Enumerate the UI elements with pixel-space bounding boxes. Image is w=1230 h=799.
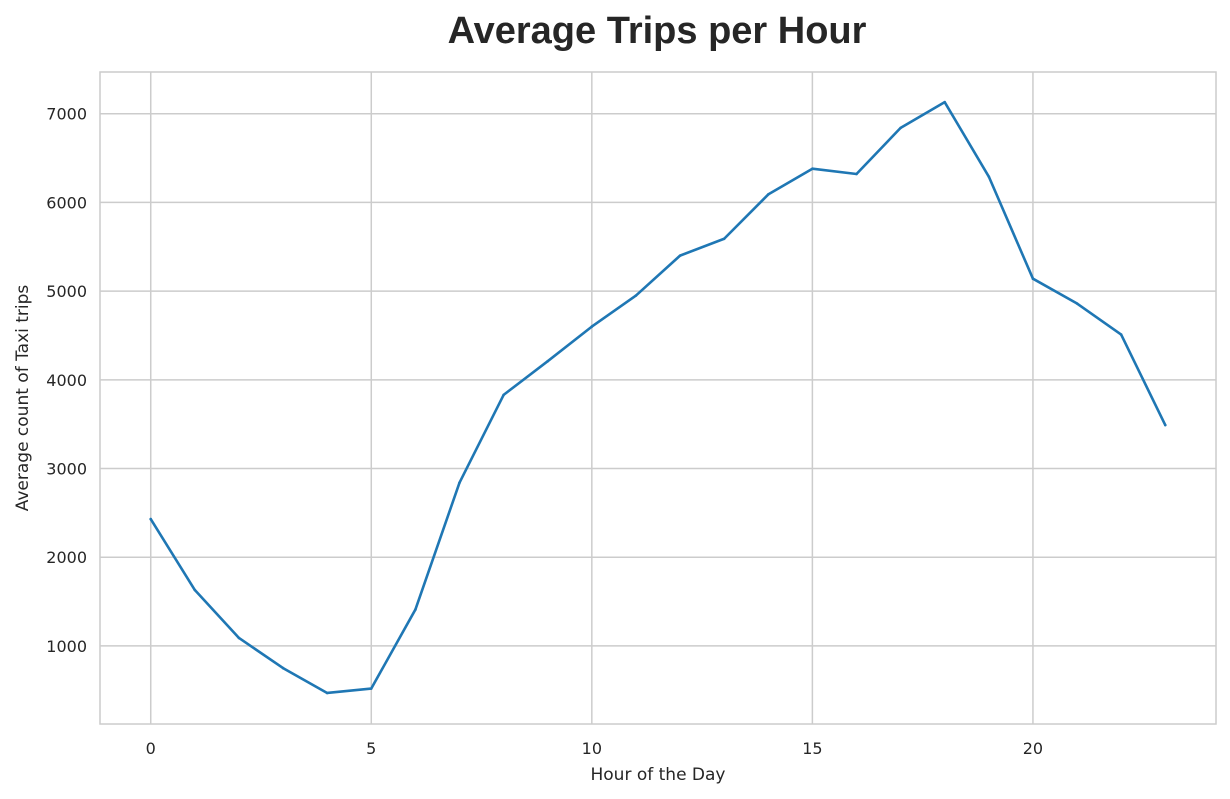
data-point: [193, 588, 197, 592]
x-tick-label: 0: [146, 739, 156, 758]
data-point: [281, 666, 285, 670]
data-point: [899, 126, 902, 130]
data-point: [325, 691, 329, 695]
y-tick-label: 4000: [46, 371, 87, 390]
data-point: [458, 481, 461, 485]
y-tick-label: 3000: [46, 460, 87, 479]
trips-series-line: [149, 100, 1167, 695]
x-tick-label: 10: [582, 739, 602, 758]
data-point: [722, 237, 726, 241]
y-tick-label: 7000: [46, 105, 87, 124]
y-tick-label: 5000: [46, 282, 87, 301]
y-tick-label: 2000: [46, 548, 87, 567]
data-point: [987, 175, 991, 178]
data-point: [546, 359, 550, 363]
data-point: [590, 325, 594, 328]
data-point: [414, 608, 417, 611]
y-axis-ticks: 1000 2000 3000 4000 5000 6000 7000: [46, 105, 87, 656]
data-point: [943, 100, 947, 104]
data-point: [237, 636, 241, 640]
data-point: [855, 172, 858, 176]
y-axis-label: Average count of Taxi trips: [13, 285, 33, 512]
grid-lines: [100, 72, 1216, 724]
y-tick-label: 1000: [46, 637, 87, 656]
data-point: [1119, 333, 1123, 336]
chart-title: Average Trips per Hour: [448, 10, 867, 52]
data-point: [1163, 423, 1167, 427]
data-point: [502, 393, 505, 397]
x-tick-label: 5: [366, 739, 376, 758]
data-point: [1031, 277, 1035, 280]
data-point: [811, 167, 814, 170]
x-tick-label: 15: [802, 739, 822, 758]
data-point: [369, 687, 373, 690]
data-point: [634, 294, 638, 297]
data-point: [766, 193, 770, 196]
x-axis-label: Hour of the Day: [590, 765, 725, 785]
y-tick-label: 6000: [46, 193, 87, 212]
x-tick-label: 20: [1023, 739, 1043, 758]
data-point: [1075, 302, 1079, 305]
data-point: [149, 517, 153, 521]
x-axis-ticks: 0 5 10 15 20: [146, 739, 1043, 758]
data-point: [678, 254, 682, 257]
series-lines: [149, 100, 1167, 695]
plot-area-frame: [99, 71, 1217, 725]
